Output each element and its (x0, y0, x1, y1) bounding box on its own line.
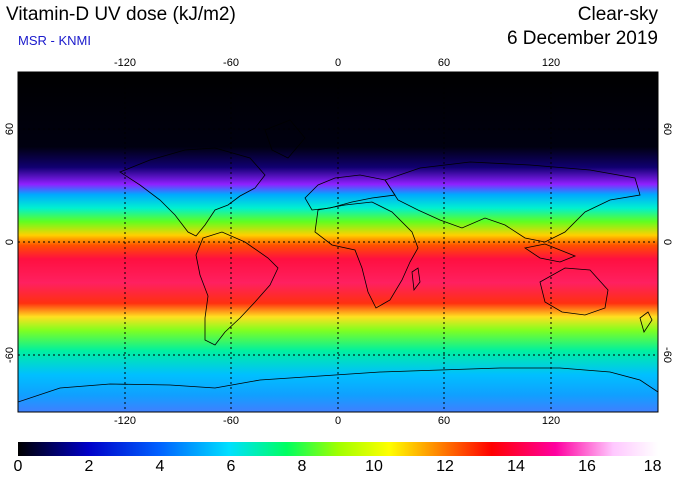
colorbar (18, 442, 658, 456)
lat-tick-right: 0 (661, 238, 673, 246)
lon-tick-top: -60 (223, 57, 239, 69)
lon-tick-bottom: 120 (541, 415, 561, 427)
lon-tick-top: 0 (334, 57, 342, 69)
coastline-asia (384, 161, 641, 243)
lon-tick-bottom: 0 (334, 415, 342, 427)
lat-tick-left: -60 (4, 347, 16, 363)
coastlines (18, 119, 658, 403)
coastline-antarctica (18, 367, 658, 403)
colorbar-label: 10 (365, 458, 383, 475)
date-label: 6 December 2019 (506, 28, 658, 49)
lon-tick-bottom: -120 (113, 415, 137, 427)
coastline-madagascar (411, 267, 421, 292)
data-source-label: MSR - KNMI (18, 33, 91, 48)
colorbar-label: 4 (155, 458, 165, 475)
coastline-new-zealand (639, 311, 653, 333)
lon-tick-top: 60 (437, 57, 451, 69)
map-title: Vitamin-D UV dose (kJ/m2) (6, 4, 236, 25)
colorbar-label: 12 (436, 458, 454, 475)
lat-tick-right: 60 (661, 122, 673, 136)
lat-tick-left: 0 (4, 238, 16, 246)
coastline-africa (314, 201, 419, 309)
coastline-indonesia (523, 243, 577, 263)
lat-tick-left: 60 (4, 122, 16, 136)
colorbar-label: 14 (507, 458, 525, 475)
lon-tick-top: 120 (541, 57, 561, 69)
lon-tick-top: -120 (113, 57, 137, 69)
lon-tick-bottom: -60 (223, 415, 239, 427)
colorbar-label: 6 (226, 458, 236, 475)
coastline-australia (539, 267, 609, 316)
coastline-north-america (119, 147, 266, 237)
sky-condition-label: Clear-sky (577, 4, 658, 25)
colorbar-label: 8 (297, 458, 307, 475)
gridlines (18, 72, 658, 412)
colorbar-label: 16 (578, 458, 596, 475)
map-frame (17, 71, 659, 413)
lat-tick-right: -60 (661, 347, 673, 363)
colorbar-label: 18 (643, 458, 662, 475)
coastline-greenland (264, 119, 306, 159)
coastline-south-america (195, 231, 279, 346)
lon-tick-bottom: 60 (437, 415, 451, 427)
colorbar-label: 2 (84, 458, 94, 475)
colorbar-label: 0 (13, 458, 23, 475)
